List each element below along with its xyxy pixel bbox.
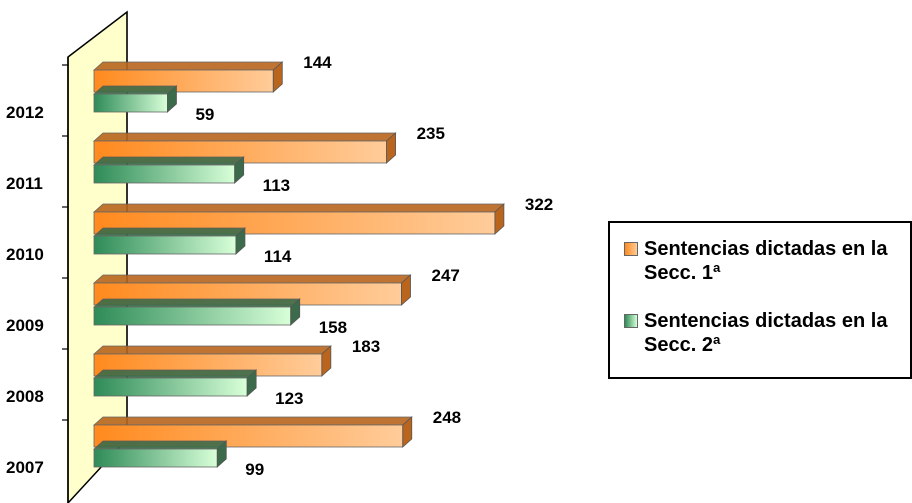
data-label-secc-1: 183 <box>352 337 380 356</box>
data-label-secc-2: 99 <box>245 460 264 479</box>
bar-secc-2 <box>92 298 301 326</box>
bar-secc-2-front <box>93 235 237 255</box>
bar-secc-2-front <box>93 448 218 468</box>
bar-secc-1-top <box>92 132 397 142</box>
bar-secc-2-front <box>93 306 292 326</box>
category-label: 2007 <box>6 458 44 477</box>
bar-secc-1-top <box>92 274 412 284</box>
data-label-secc-2: 113 <box>263 176 290 195</box>
bar-secc-2-top <box>92 227 246 237</box>
legend-item-secc-2: Sentencias dictadas en la Secc. 2ª <box>624 309 912 357</box>
data-label-secc-1: 248 <box>433 408 461 427</box>
legend: Sentencias dictadas en la Secc. 1ª Sente… <box>608 221 912 379</box>
bar-secc-1-top <box>92 345 332 355</box>
bar-secc-2-side <box>246 369 257 397</box>
bar-secc-2-side <box>216 440 227 468</box>
legend-item-secc-1: Sentencias dictadas en la Secc. 1ª <box>624 237 912 285</box>
bar-secc-2 <box>92 85 178 113</box>
bar-secc-1-side <box>401 274 411 306</box>
bar-secc-1-side <box>272 61 283 93</box>
bar-secc-1-top <box>92 416 413 426</box>
bar-series <box>92 61 505 468</box>
bar-secc-2-front <box>93 93 168 113</box>
data-label-secc-2: 59 <box>195 105 214 124</box>
bar-secc-1-side <box>402 416 413 448</box>
bar-secc-1-side <box>494 203 505 235</box>
data-label-secc-1: 322 <box>525 195 553 214</box>
legend-swatch-green <box>624 314 638 328</box>
bar-secc-1-top <box>92 203 505 213</box>
category-label: 2012 <box>6 103 44 122</box>
bar-secc-2-side <box>234 156 245 184</box>
data-label-secc-1: 247 <box>432 266 460 285</box>
bar-secc-1-side <box>386 132 396 164</box>
bar-secc-2 <box>92 440 228 468</box>
bar-secc-2-top <box>92 440 228 450</box>
legend-label-secc-2: Sentencias dictadas en la Secc. 2ª <box>644 310 888 356</box>
data-label-secc-1: 144 <box>303 53 332 72</box>
bar-secc-1-top <box>92 61 284 71</box>
data-label-secc-2: 114 <box>264 247 292 266</box>
data-label-secc-2: 158 <box>319 318 347 337</box>
bar-secc-2-top <box>92 85 178 95</box>
category-label: 2010 <box>6 245 44 264</box>
category-label: 2008 <box>6 387 44 406</box>
bar-secc-2 <box>92 369 258 397</box>
legend-label-secc-1: Sentencias dictadas en la Secc. 1ª <box>644 238 888 284</box>
category-label: 2011 <box>6 174 43 193</box>
labels: 2007 248 99 2008 183 123 2009 247 158 2010 322 114 2… <box>6 53 553 479</box>
bar-secc-1-side <box>321 345 332 377</box>
category-label: 2009 <box>6 316 44 335</box>
bar-secc-2-side <box>235 227 246 255</box>
bar-secc-2-side <box>290 298 301 326</box>
bar-secc-2-side <box>167 85 177 113</box>
bar-secc-2-top <box>92 156 245 166</box>
data-label-secc-1: 235 <box>417 124 445 143</box>
bar-secc-2-front <box>93 377 248 397</box>
category-axis <box>62 57 69 503</box>
bar-secc-2 <box>92 156 245 184</box>
data-label-secc-2: 123 <box>275 389 303 408</box>
bar-secc-2-top <box>92 369 258 379</box>
bar-secc-2-top <box>92 298 301 308</box>
bar-secc-2-front <box>93 164 236 184</box>
bar-secc-2 <box>92 227 246 255</box>
legend-swatch-orange <box>624 242 638 256</box>
